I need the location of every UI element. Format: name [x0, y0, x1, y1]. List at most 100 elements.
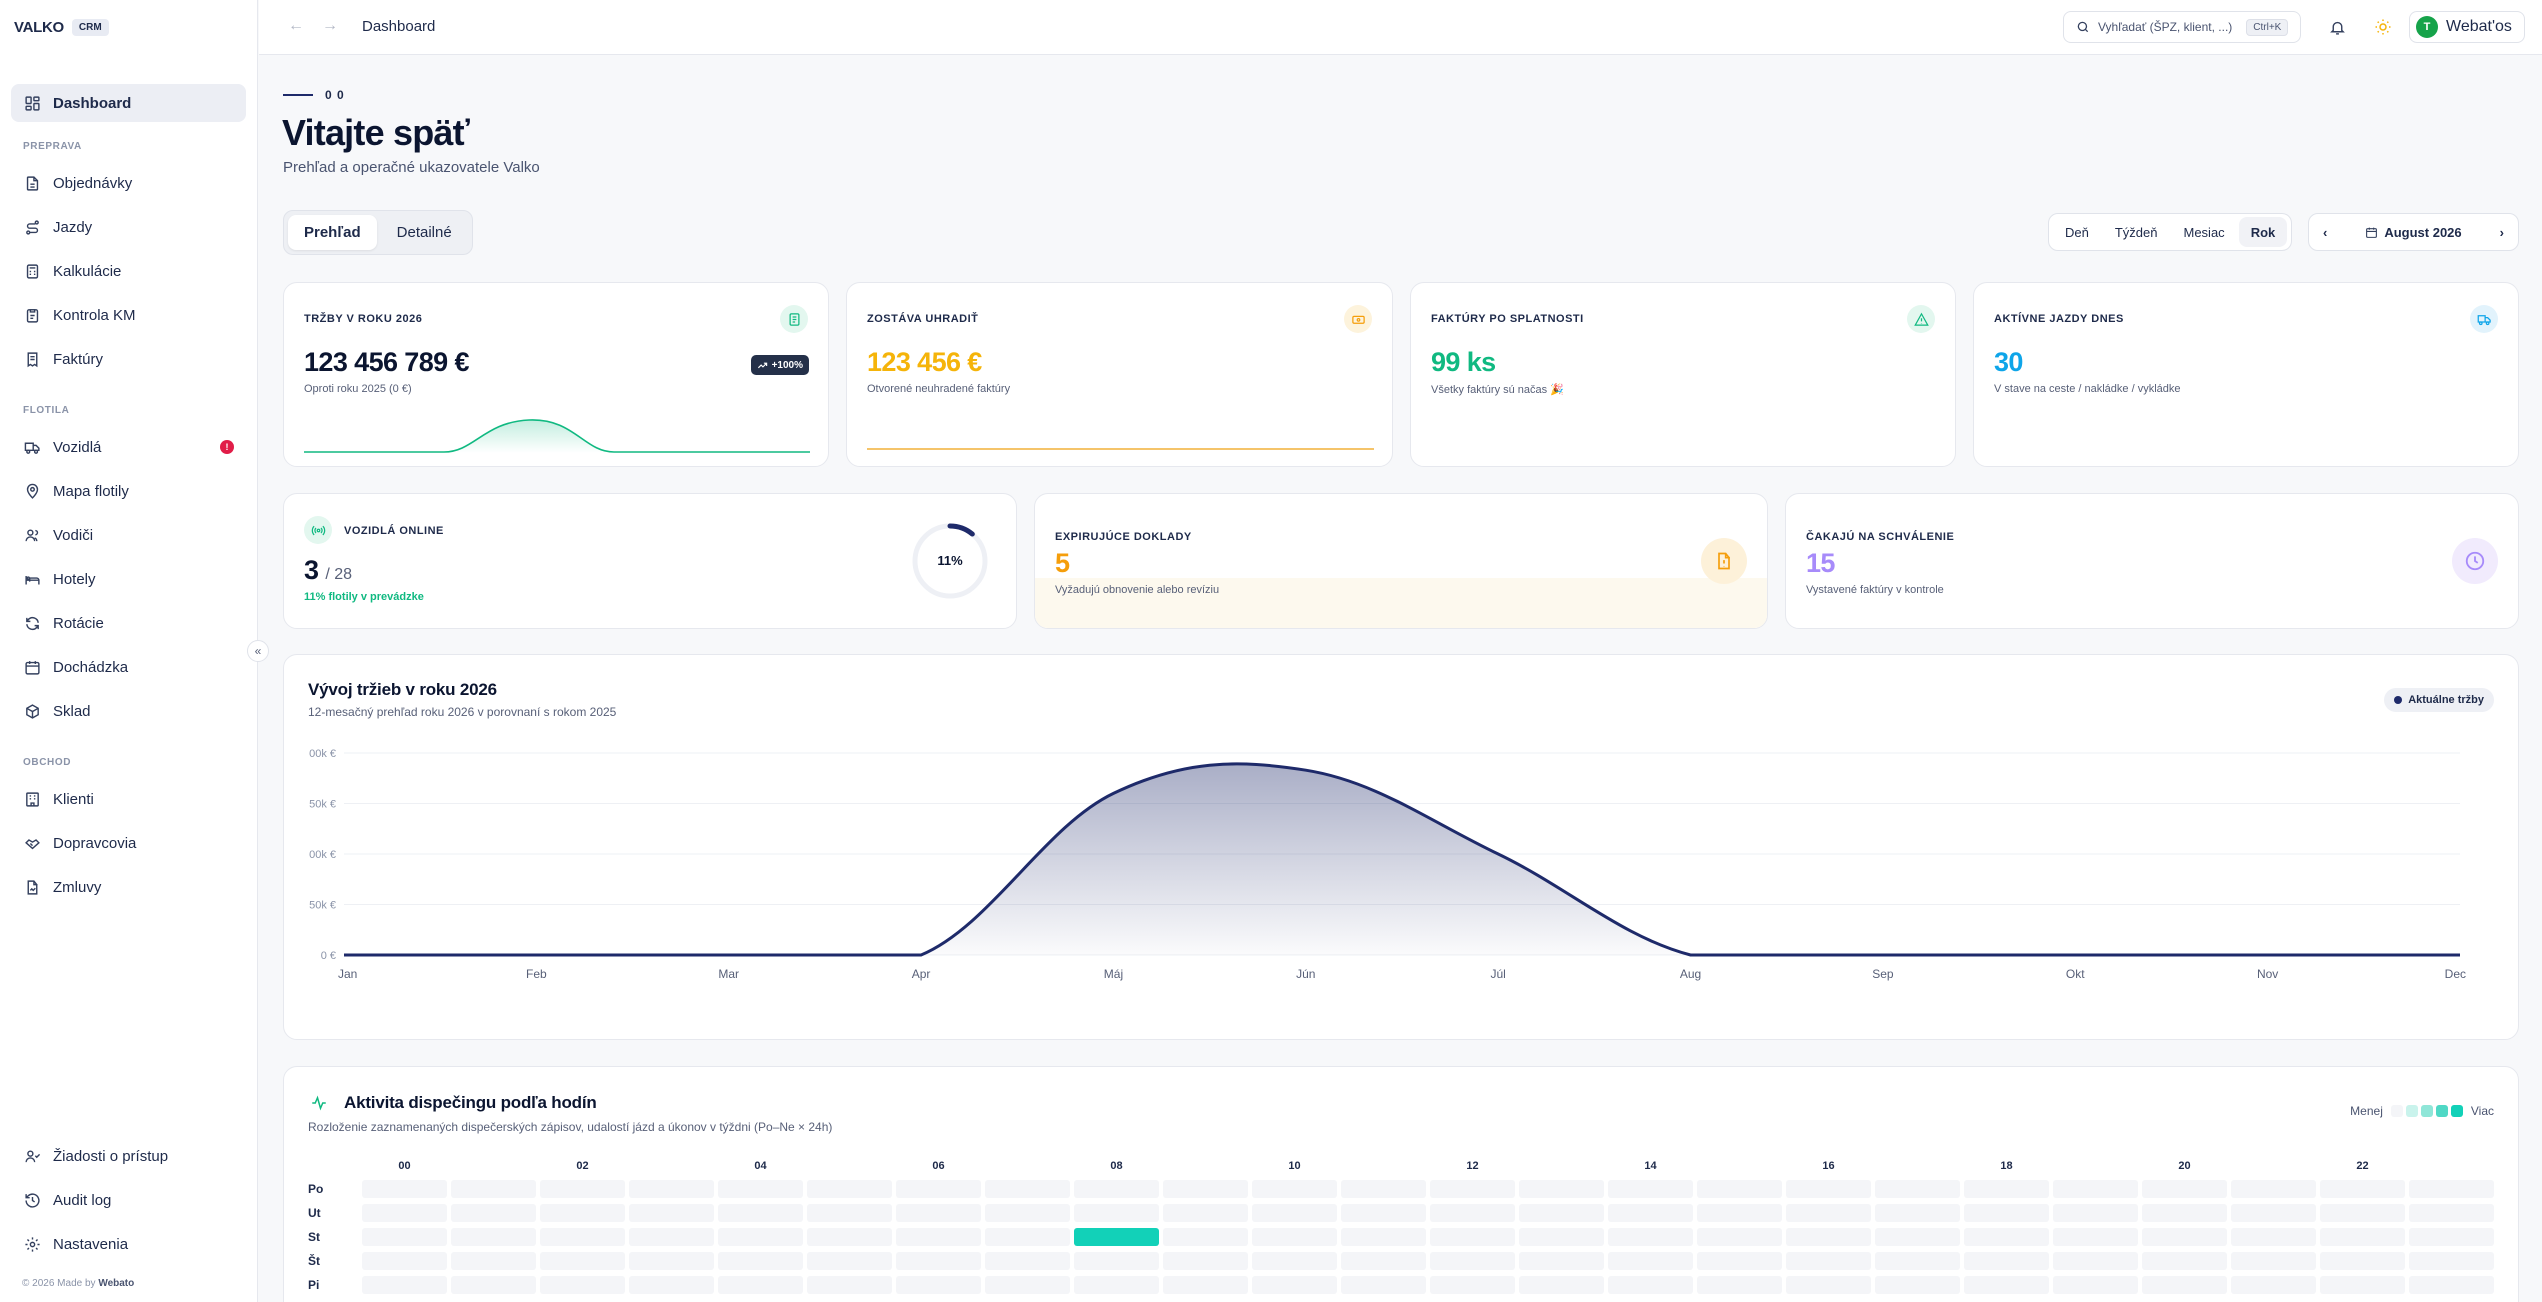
heatmap-cell[interactable]	[807, 1276, 892, 1294]
tab-prehlad[interactable]: Prehľad	[288, 215, 377, 250]
period-mesiac[interactable]: Mesiac	[2183, 224, 2225, 240]
heatmap-cell[interactable]	[1341, 1228, 1426, 1246]
kpi-doklady-card[interactable]: EXPIRUJÚCE DOKLADY 5 Vyžadujú obnovenie …	[1034, 493, 1768, 629]
heatmap-cell[interactable]	[362, 1252, 447, 1270]
heatmap-cell[interactable]	[1252, 1180, 1337, 1198]
heatmap-cell[interactable]	[896, 1180, 981, 1198]
heatmap-cell[interactable]	[629, 1252, 714, 1270]
heatmap-cell[interactable]	[2142, 1252, 2227, 1270]
heatmap-cell[interactable]	[1163, 1252, 1248, 1270]
heatmap-cell[interactable]	[362, 1204, 447, 1222]
heatmap-cell[interactable]	[1430, 1180, 1515, 1198]
sidebar-item-jazdy[interactable]: Jazdy	[11, 208, 246, 246]
heatmap-cell[interactable]	[362, 1180, 447, 1198]
heatmap-cell[interactable]	[807, 1204, 892, 1222]
heatmap-cell[interactable]	[2231, 1180, 2316, 1198]
heatmap-cell[interactable]	[718, 1180, 803, 1198]
chevron-right-icon[interactable]: ›	[2499, 224, 2504, 240]
heatmap-cell[interactable]	[1608, 1180, 1693, 1198]
heatmap-cell[interactable]	[1163, 1204, 1248, 1222]
sidebar-item-zmluvy[interactable]: Zmluvy	[11, 868, 246, 906]
heatmap-cell[interactable]	[985, 1228, 1070, 1246]
heatmap-cell[interactable]	[1252, 1276, 1337, 1294]
heatmap-cell[interactable]	[1875, 1252, 1960, 1270]
heatmap-cell[interactable]	[1875, 1180, 1960, 1198]
heatmap-cell[interactable]	[2409, 1252, 2494, 1270]
heatmap-cell[interactable]	[2053, 1228, 2138, 1246]
sidebar-item-dopravcovia[interactable]: Dopravcovia	[11, 824, 246, 862]
date-display[interactable]: August 2026	[2365, 225, 2462, 240]
heatmap-cell[interactable]	[1430, 1228, 1515, 1246]
user-menu[interactable]: T Webat'os	[2409, 11, 2525, 43]
heatmap-cell[interactable]	[1519, 1276, 1604, 1294]
heatmap-cell[interactable]	[1964, 1228, 2049, 1246]
sun-icon[interactable]	[2373, 17, 2393, 37]
heatmap-cell[interactable]	[1519, 1180, 1604, 1198]
heatmap-cell[interactable]	[2320, 1204, 2405, 1222]
heatmap-cell[interactable]	[2320, 1228, 2405, 1246]
heatmap-cell[interactable]	[2231, 1204, 2316, 1222]
back-arrow-icon[interactable]: ←	[288, 17, 304, 34]
heatmap-cell[interactable]	[985, 1252, 1070, 1270]
heatmap-cell[interactable]	[1430, 1204, 1515, 1222]
heatmap-cell[interactable]	[1608, 1276, 1693, 1294]
heatmap-cell[interactable]	[629, 1180, 714, 1198]
sidebar-item-kontrola-km[interactable]: Kontrola KM	[11, 296, 246, 334]
heatmap-cell[interactable]	[1786, 1228, 1871, 1246]
period-den[interactable]: Deň	[2065, 224, 2089, 240]
heatmap-cell[interactable]	[1608, 1228, 1693, 1246]
sidebar-item-vodici[interactable]: Vodiči	[11, 516, 246, 554]
heatmap-cell[interactable]	[1074, 1180, 1159, 1198]
heatmap-cell[interactable]	[2053, 1204, 2138, 1222]
heatmap-cell[interactable]	[896, 1228, 981, 1246]
heatmap-cell[interactable]	[2320, 1252, 2405, 1270]
heatmap-cell[interactable]	[1430, 1276, 1515, 1294]
heatmap-cell[interactable]	[1964, 1204, 2049, 1222]
footer-brand-link[interactable]: Webato	[98, 1278, 135, 1289]
heatmap-cell[interactable]	[629, 1228, 714, 1246]
kpi-splatnost-card[interactable]: FAKTÚRY PO SPLATNOSTI 99 ks Všetky faktú…	[1410, 282, 1956, 467]
heatmap-cell[interactable]	[1341, 1276, 1426, 1294]
heatmap-cell[interactable]	[1163, 1228, 1248, 1246]
heatmap-cell[interactable]	[1697, 1252, 1782, 1270]
heatmap-cell[interactable]	[1964, 1252, 2049, 1270]
heatmap-cell[interactable]	[2142, 1276, 2227, 1294]
series-line[interactable]	[343, 762, 2460, 957]
kpi-uhradit-card[interactable]: ZOSTÁVA UHRADIŤ 123 456 € Otvorené neuhr…	[846, 282, 1393, 467]
heatmap-cell[interactable]	[1074, 1204, 1159, 1222]
heatmap-cell[interactable]	[1786, 1204, 1871, 1222]
heatmap-cell[interactable]	[985, 1204, 1070, 1222]
tab-detailne[interactable]: Detailné	[396, 224, 452, 241]
heatmap-cell[interactable]	[718, 1204, 803, 1222]
heatmap-cell[interactable]	[807, 1180, 892, 1198]
heatmap-cell[interactable]	[1252, 1228, 1337, 1246]
heatmap-cell[interactable]	[807, 1228, 892, 1246]
heatmap-cell[interactable]	[985, 1180, 1070, 1198]
heatmap-cell[interactable]	[896, 1204, 981, 1222]
heatmap-cell[interactable]	[540, 1276, 625, 1294]
heatmap-cell[interactable]	[1608, 1252, 1693, 1270]
heatmap-cell[interactable]	[2409, 1204, 2494, 1222]
sidebar-item-rotacie[interactable]: Rotácie	[11, 604, 246, 642]
sidebar-item-ziadosti[interactable]: Žiadosti o prístup	[11, 1137, 246, 1175]
heatmap-cell[interactable]	[2231, 1252, 2316, 1270]
heatmap-cell[interactable]	[2142, 1180, 2227, 1198]
heatmap-cell[interactable]	[629, 1276, 714, 1294]
brand-logo[interactable]: VALKO CRM	[14, 19, 109, 36]
heatmap-cell[interactable]	[718, 1276, 803, 1294]
sidebar-item-dochadzka[interactable]: Dochádzka	[11, 648, 246, 686]
heatmap-cell[interactable]	[1608, 1204, 1693, 1222]
heatmap-cell[interactable]	[2231, 1228, 2316, 1246]
heatmap-cell[interactable]	[1697, 1204, 1782, 1222]
heatmap-cell[interactable]	[1697, 1276, 1782, 1294]
heatmap-cell[interactable]	[1074, 1228, 1159, 1246]
heatmap-cell[interactable]	[1786, 1276, 1871, 1294]
chart-legend[interactable]: Aktuálne tržby	[2384, 688, 2494, 712]
heatmap-cell[interactable]	[2053, 1276, 2138, 1294]
heatmap-cell[interactable]	[2320, 1276, 2405, 1294]
heatmap-cell[interactable]	[2053, 1252, 2138, 1270]
heatmap-cell[interactable]	[540, 1228, 625, 1246]
heatmap-cell[interactable]	[451, 1204, 536, 1222]
forward-arrow-icon[interactable]: →	[322, 17, 338, 34]
heatmap-cell[interactable]	[451, 1276, 536, 1294]
